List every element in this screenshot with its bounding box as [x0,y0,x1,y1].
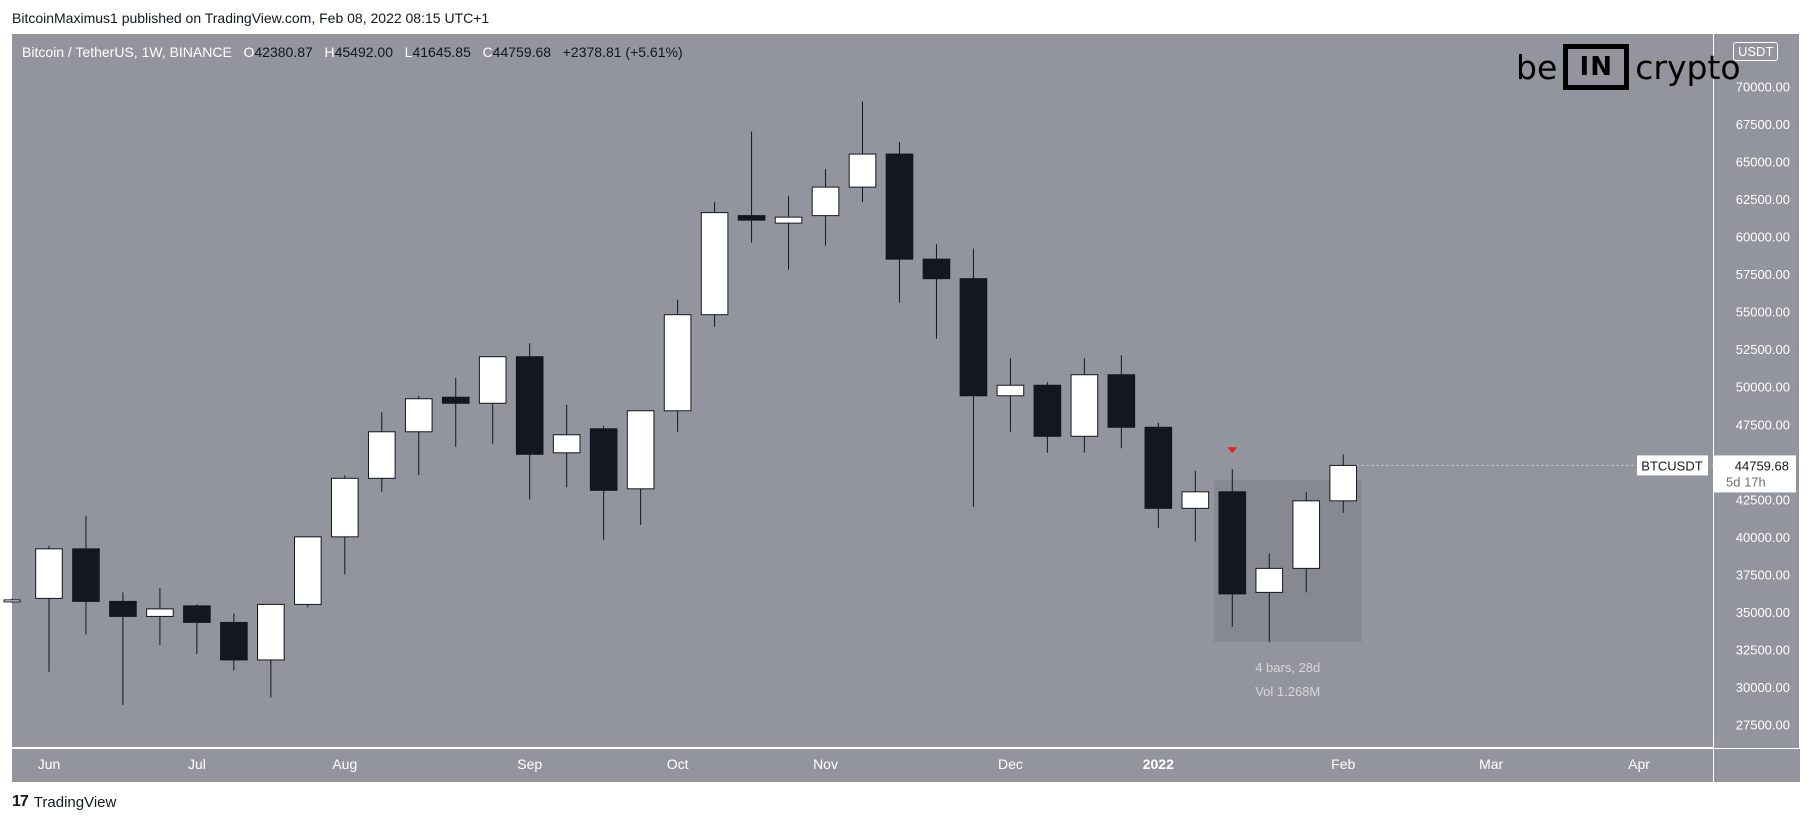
legend-change: +2378.81 (+5.61%) [562,44,683,60]
logo-text-right: crypto [1635,47,1741,87]
legend-open-value: 42380.87 [254,44,313,60]
tradingview-logo-icon: 17 [12,793,29,810]
beincrypto-logo: be IN crypto [1516,40,1741,94]
currency-badge[interactable]: USDT [1733,42,1779,61]
legend-open-label: O [243,44,255,60]
legend-low-value: 41645.85 [412,44,471,60]
legend-symbol: Bitcoin / TetherUS, 1W, BINANCE [22,44,232,60]
time-axis[interactable] [12,748,1713,782]
logo-box: IN [1563,44,1630,90]
footer-brand[interactable]: 17 TradingView [12,793,116,811]
chart-legend: Bitcoin / TetherUS, 1W, BINANCE O42380.8… [22,44,683,60]
axis-corner [1713,748,1800,782]
chart-area[interactable] [12,34,1713,747]
price-axis[interactable] [1713,34,1799,781]
legend-close-value: 44759.68 [492,44,552,60]
legend-close-label: C [482,44,493,60]
footer-brand-text: TradingView [33,793,117,811]
publish-info: BitcoinMaximus1 published on TradingView… [12,10,490,26]
legend-high-label: H [324,44,335,60]
legend-low-label: L [404,44,413,60]
logo-text-left: be [1516,47,1558,87]
legend-high-value: 45492.00 [334,44,393,60]
